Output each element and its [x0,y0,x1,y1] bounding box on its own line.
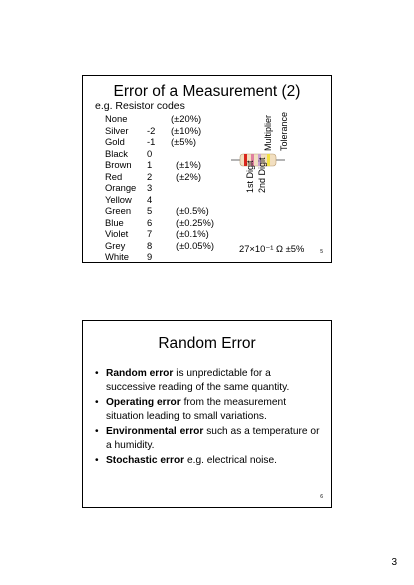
color-tolerance: (±0.05%) [176,239,214,251]
bullet-dot-icon: • [95,368,99,379]
color-name: White [105,251,129,262]
code-row: Gold -1 (±5%) [105,136,235,148]
code-row: None (±20%) [105,113,235,125]
color-digit: 3 [147,182,153,193]
slide-number: 6 [320,494,323,500]
color-tolerance: (±1%) [176,159,201,170]
code-row: Black 0 [105,148,235,160]
slide-title: Error of a Measurement (2) [113,83,301,100]
bullet-text: is unpredictable for a successive readin… [106,368,290,393]
color-tolerance: (±10%) [171,124,202,136]
color-name: Yellow [105,193,132,205]
slide-subtitle: e.g. Resistor codes [95,100,185,112]
slide-number: 5 [320,249,323,255]
bullet-text: from the measurement situation leading t… [106,397,287,422]
code-row: Grey 8 (±0.05%) [105,240,235,252]
bullet-dot-icon: • [95,455,99,466]
code-row: Blue 6 (±0.25%) [105,217,235,229]
bullet-text: such as a temperature or a humidity. [106,426,320,451]
color-digit: 9 [147,251,153,262]
color-digit: -2 [147,124,156,136]
bullet-term: Environmental error [106,426,204,437]
color-name: Violet [105,228,129,239]
code-row: White 9 [105,251,235,263]
color-name: Red [105,170,123,182]
label-first-digit: 1st Digit [245,160,255,193]
color-name: Orange [105,182,137,193]
band-first-digit [244,154,247,166]
slide-title: Random Error [158,335,256,352]
bullet-term: Stochastic error [106,455,185,466]
bullet-item: • Operating error from the measurement si… [95,396,323,423]
color-tolerance: (±0.5%) [176,205,209,216]
resistor-code-table: None (±20%) Silver -2 (±10%) Gold -1 (±5%) Black… [105,113,235,263]
color-tolerance: (±0.25%) [176,216,214,228]
band-multiplier [258,154,261,166]
color-name: Blue [105,216,124,228]
page-number: 3 [391,557,397,568]
resistor-value-equation: 27×10⁻¹ Ω ±5% [239,243,305,254]
color-digit: -1 [147,136,156,147]
color-digit: 8 [147,239,153,251]
code-row: Green 5 (±0.5%) [105,205,235,217]
color-digit: 2 [147,170,153,182]
code-row: Red 2 (±2%) [105,171,235,183]
bullet-term: Operating error [106,397,181,408]
color-tolerance: (±2%) [176,170,201,182]
color-name: Gold [105,136,125,147]
label-tolerance: Tolerance [279,111,289,151]
band-second-digit [251,154,254,166]
color-tolerance: (±5%) [171,136,196,147]
code-row: Yellow 4 [105,194,235,206]
color-digit: 7 [147,228,153,239]
color-tolerance: (±20%) [171,113,202,124]
bullet-item: • Environmental error such as a temperatu… [95,425,323,452]
slide-error-of-measurement: Error of a Measurement (2) e.g. Resistor… [82,75,332,263]
slide-random-error: Random Error • Random error is unpredicta… [82,320,332,508]
bullet-item: • Stochastic error e.g. electrical noise. [95,454,323,468]
bullet-text: e.g. electrical noise. [184,455,278,466]
color-digit: 4 [147,193,153,205]
code-row: Brown 1 (±1%) [105,159,235,171]
bullet-item: • Random error is unpredictable for a suc… [95,367,323,394]
code-row: Violet 7 (±0.1%) [105,228,235,240]
color-tolerance: (±0.1%) [176,228,209,239]
color-digit: 5 [147,205,153,216]
code-row: Silver -2 (±10%) [105,125,235,137]
color-digit: 1 [147,159,153,170]
label-second-digit: 2nd Digit [257,157,267,193]
bullet-term: Random error [106,368,174,379]
band-tolerance [267,154,270,166]
color-digit: 6 [147,216,153,228]
bullet-dot-icon: • [95,397,99,408]
bullet-list: • Random error is unpredictable for a suc… [95,367,323,470]
resistor-diagram [231,153,285,167]
color-name: None [105,113,128,124]
color-name: Grey [105,239,126,251]
bullet-dot-icon: • [95,426,99,437]
label-multiplier: Multiplier [263,114,273,151]
color-name: Black [105,147,128,159]
color-name: Silver [105,124,129,136]
color-name: Brown [105,159,132,170]
color-name: Green [105,205,132,216]
color-digit: 0 [147,147,153,159]
code-row: Orange 3 [105,182,235,194]
